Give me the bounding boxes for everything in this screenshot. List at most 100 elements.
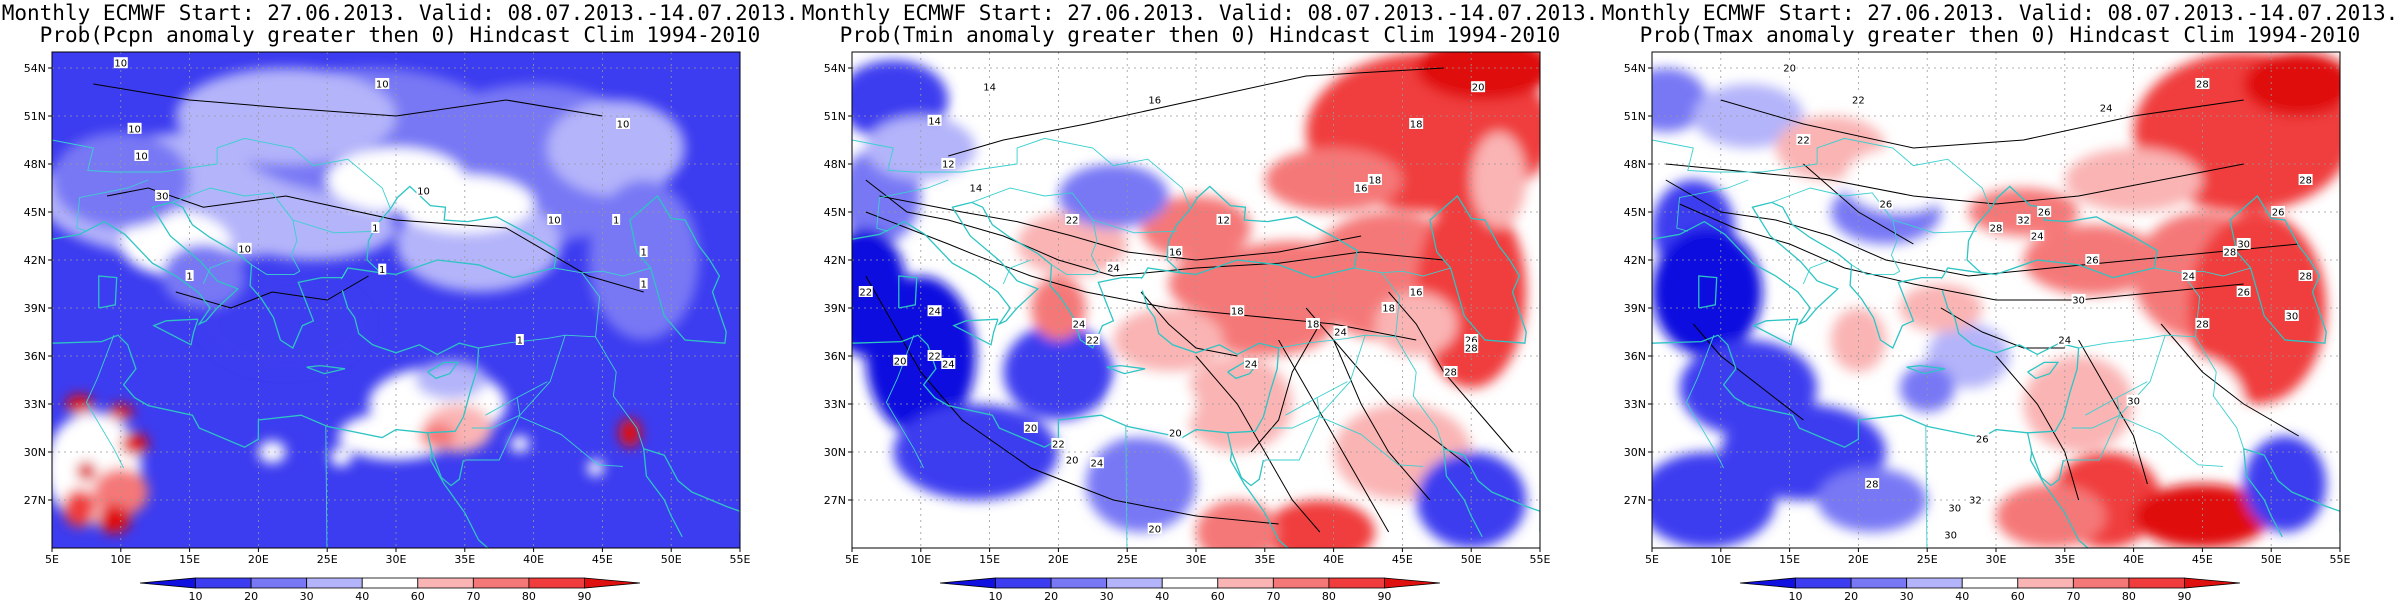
colorbar: 10 20 30 40 60 70 80 90 bbox=[939, 577, 1441, 600]
coastline bbox=[643, 448, 683, 538]
probability-patch bbox=[1844, 148, 1955, 212]
probability-patch bbox=[65, 394, 94, 414]
contour-label-bg bbox=[1333, 326, 1348, 337]
contour-label: 32 bbox=[2017, 216, 2030, 227]
contour-label-bg bbox=[2057, 334, 2072, 345]
coastline bbox=[1443, 448, 1540, 532]
contour-label-bg bbox=[927, 305, 942, 317]
colorbar-label: 90 bbox=[1377, 590, 1391, 600]
contour-label-bg bbox=[1782, 62, 1797, 73]
colorbar-label: 40 bbox=[355, 590, 369, 600]
border-line bbox=[1685, 335, 1725, 469]
border-line bbox=[1925, 426, 1928, 548]
colorbar-swatch bbox=[306, 577, 363, 589]
coastline bbox=[427, 361, 460, 380]
contour-label: 22 bbox=[928, 352, 941, 363]
lon-tick-label: 15E bbox=[1779, 553, 1800, 566]
coastline bbox=[52, 290, 480, 448]
contour-label-bg bbox=[2222, 246, 2237, 257]
colorbar-label: 90 bbox=[577, 590, 591, 600]
contour-label: 28 bbox=[1990, 224, 2003, 235]
contour-label: 24 bbox=[942, 360, 955, 371]
contour-label: 1 bbox=[186, 272, 192, 283]
contour-label-bg bbox=[1464, 334, 1479, 345]
contour-line bbox=[1278, 339, 1390, 533]
contour-label: 10 bbox=[238, 244, 251, 255]
contour-label: 14 bbox=[928, 116, 941, 127]
contour-label: 20 bbox=[1472, 83, 1485, 94]
coastline bbox=[643, 448, 740, 532]
probability-patch bbox=[962, 84, 1100, 148]
contour-label-bg bbox=[1051, 438, 1066, 449]
probability-patch bbox=[419, 423, 456, 449]
coastline bbox=[1429, 195, 1527, 344]
lon-tick-label: 10E bbox=[110, 553, 131, 566]
contour-label-bg bbox=[982, 81, 997, 93]
contour-label: 12 bbox=[1217, 216, 1230, 227]
contour-label: 20 bbox=[894, 356, 907, 367]
contour-label-bg bbox=[858, 286, 873, 297]
contour-line bbox=[948, 67, 1444, 157]
probability-patch bbox=[1113, 372, 1196, 436]
colorbar-swatch bbox=[1050, 577, 1108, 589]
contour-label: 22 bbox=[1052, 440, 1065, 451]
lat-tick-label: 45N bbox=[824, 206, 846, 219]
colorbar-swatch bbox=[584, 577, 641, 589]
contour-label: 1 bbox=[372, 224, 378, 235]
lat-tick-label: 36N bbox=[824, 350, 846, 363]
colorbar: 10 20 30 40 60 70 80 90 bbox=[139, 577, 641, 600]
contour-label: 32 bbox=[1969, 496, 1982, 507]
colorbar-swatch bbox=[2128, 577, 2185, 589]
contour-label-bg bbox=[1975, 433, 1990, 445]
contour-label-bg bbox=[2271, 206, 2286, 217]
colorbar-label: 10 bbox=[989, 590, 1003, 600]
colorbar-label: 30 bbox=[1100, 590, 1114, 600]
probability-patch bbox=[1471, 132, 1527, 228]
contour-label-bg bbox=[1147, 94, 1162, 105]
contour-label: 20 bbox=[1025, 424, 1038, 435]
map-shading: 10 10 10 10 30 10 10 10 1 1 1 1 10 1 1 1 bbox=[52, 52, 740, 548]
probability-patch bbox=[1927, 324, 2010, 388]
border-line bbox=[971, 187, 1101, 275]
contour-label-bg bbox=[1089, 457, 1104, 469]
probability-patch bbox=[1416, 52, 1540, 100]
border-line bbox=[1652, 137, 1991, 209]
contour-label: 18 bbox=[1382, 304, 1395, 315]
contour-label-bg bbox=[127, 122, 142, 134]
coastline bbox=[852, 185, 1358, 349]
contour-label-bg bbox=[2195, 78, 2210, 89]
coastline bbox=[2031, 451, 2065, 487]
colorbar-swatch bbox=[1384, 577, 1441, 589]
contour-label-bg bbox=[968, 182, 983, 193]
contour-label-bg bbox=[1085, 334, 1100, 345]
probability-patch bbox=[120, 432, 149, 456]
border-line bbox=[478, 267, 601, 349]
contour-label: 24 bbox=[2100, 104, 2113, 115]
colorbar-swatch bbox=[1106, 577, 1163, 589]
coastline bbox=[1106, 364, 1146, 375]
lon-tick-label: 30E bbox=[1186, 553, 1207, 566]
lon-tick-label: 40E bbox=[2123, 553, 2144, 566]
border-line bbox=[1271, 397, 1321, 429]
probability-map: 2022242822262832242626242830262830282430… bbox=[1624, 51, 2351, 600]
colorbar-label: 30 bbox=[1900, 590, 1914, 600]
lon-tick-label: 45E bbox=[1392, 553, 1413, 566]
probability-patch bbox=[76, 461, 97, 481]
contour-line bbox=[1995, 355, 2080, 501]
contour-label-bg bbox=[1464, 342, 1479, 353]
contour-label: 10 bbox=[617, 120, 630, 131]
contour-label-bg bbox=[639, 246, 648, 257]
coastline bbox=[1752, 318, 1799, 346]
contour-line bbox=[1720, 99, 2244, 149]
coastline bbox=[152, 318, 199, 346]
border-line bbox=[1125, 426, 1128, 548]
contour-label: 28 bbox=[2196, 80, 2209, 91]
lat-tick-label: 54N bbox=[824, 62, 846, 75]
contour-label-bg bbox=[1443, 366, 1458, 377]
contour-label: 10 bbox=[135, 152, 148, 163]
contour-label-bg bbox=[1968, 494, 1983, 505]
contour-line bbox=[1679, 203, 2244, 301]
panel-tmax: Monthly ECMWF Start: 27.06.2013. Valid: … bbox=[1600, 0, 2400, 600]
coastline bbox=[852, 290, 1280, 448]
colorbar-label: 70 bbox=[2066, 590, 2080, 600]
